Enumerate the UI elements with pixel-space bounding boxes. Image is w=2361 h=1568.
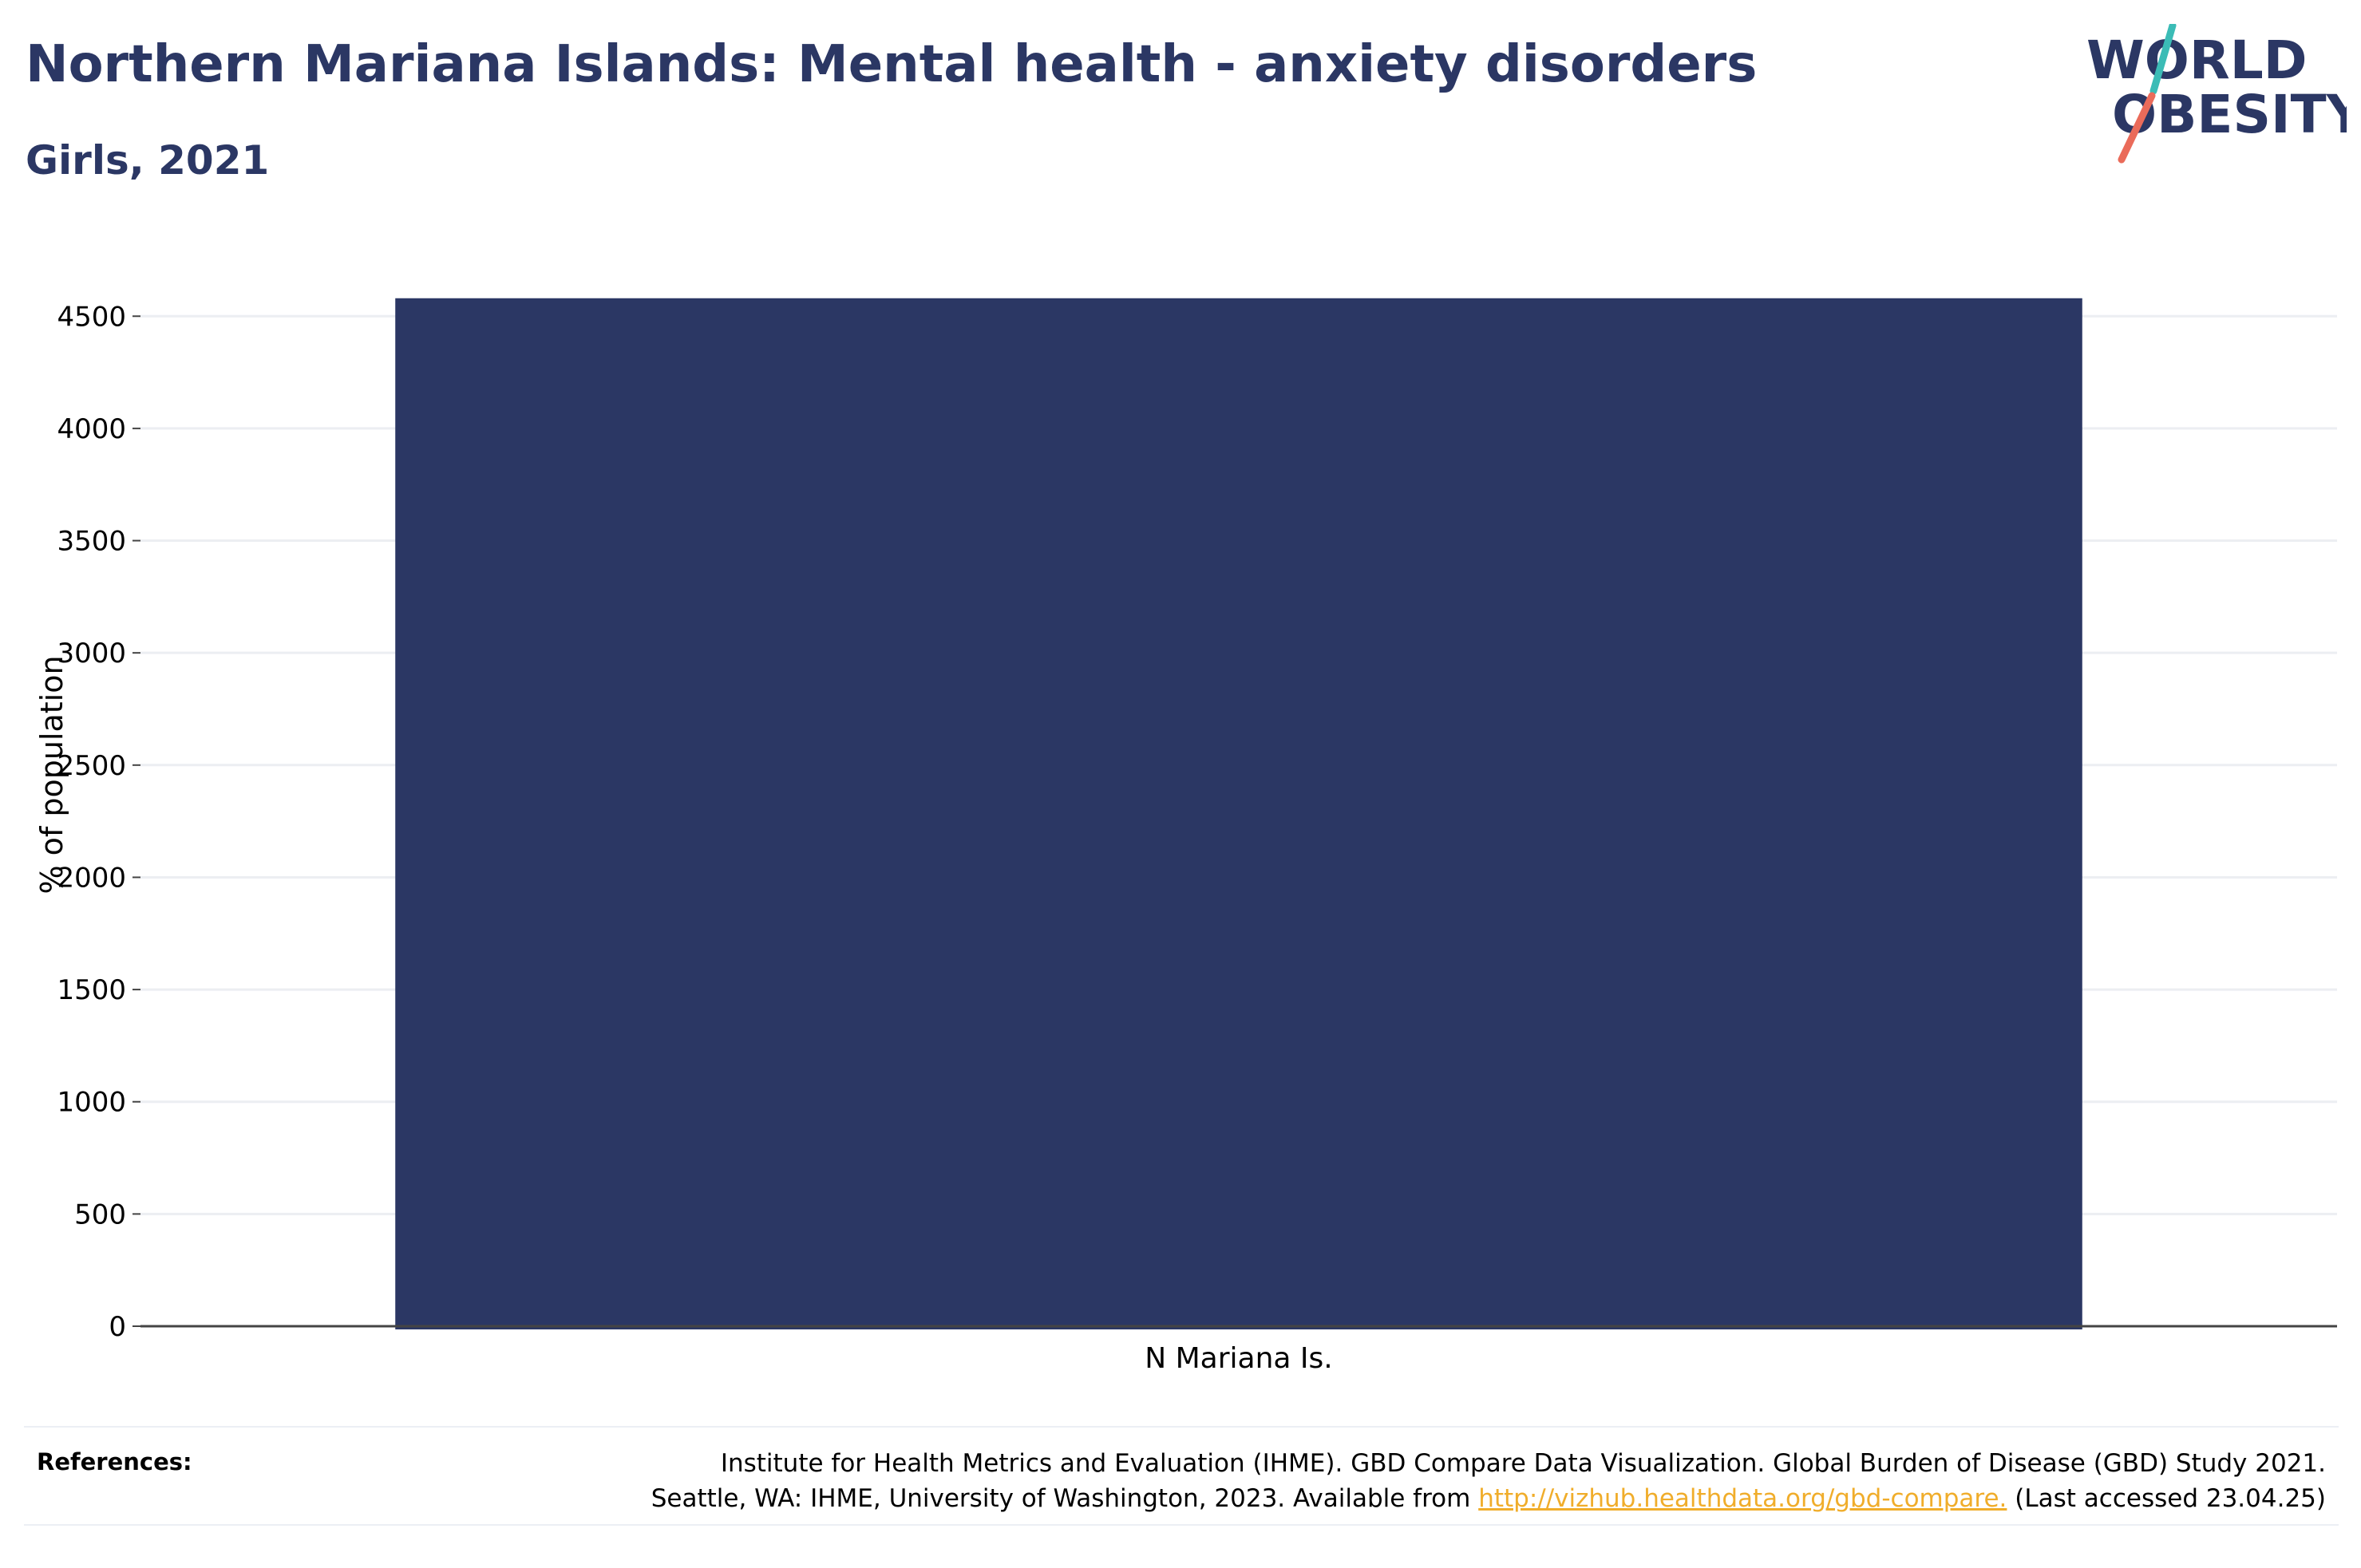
reference-line-2: Seattle, WA: IHME, University of Washing…: [490, 1481, 2326, 1516]
reference-line-2-suffix: (Last accessed 23.04.25): [2007, 1484, 2326, 1513]
y-tick-label: 4500: [57, 301, 126, 333]
reference-link[interactable]: http://vizhub.healthdata.org/gbd-compare…: [1478, 1484, 2007, 1513]
references-text: Institute for Health Metrics and Evaluat…: [490, 1446, 2326, 1516]
reference-line-2-prefix: Seattle, WA: IHME, University of Washing…: [651, 1484, 1479, 1513]
y-tick-label: 0: [109, 1311, 126, 1343]
y-tick-label: 500: [74, 1199, 126, 1230]
logo-slash-coral: [2118, 92, 2156, 164]
logo-slash-teal: [2149, 24, 2177, 95]
y-tick-label: 2500: [57, 750, 126, 782]
chart-title: Northern Mariana Islands: Mental health …: [26, 35, 1758, 94]
y-tick-label: 1000: [57, 1087, 126, 1119]
y-tick-label: 1500: [57, 974, 126, 1006]
y-tick-label: 4000: [57, 413, 126, 445]
y-tick-label: 3500: [57, 526, 126, 558]
axes: 0 500 1000 1500 2000 2500 3000 3500 4000 4500 N Ma…: [57, 301, 2337, 1375]
world-obesity-logo[interactable]: WORLD OBESITY: [2075, 24, 2347, 168]
y-tick-label: 3000: [57, 638, 126, 669]
bars: [395, 298, 2082, 1330]
references-top-divider: [24, 1426, 2339, 1428]
references-bottom-divider: [24, 1524, 2339, 1526]
chart-subtitle: Girls, 2021: [26, 137, 270, 184]
bar[interactable]: [395, 298, 2082, 1330]
x-tick-label: N Mariana Is.: [1145, 1342, 1333, 1375]
references-heading: References:: [37, 1448, 192, 1475]
y-axis-title: % of population: [34, 655, 69, 894]
y-tick-label: 2000: [57, 862, 126, 894]
logo-word-world: WORLD: [2086, 30, 2308, 91]
reference-line-1: Institute for Health Metrics and Evaluat…: [720, 1449, 2326, 1478]
bar-chart: 0 500 1000 1500 2000 2500 3000 3500 4000 4500 N Ma…: [34, 298, 2337, 1375]
